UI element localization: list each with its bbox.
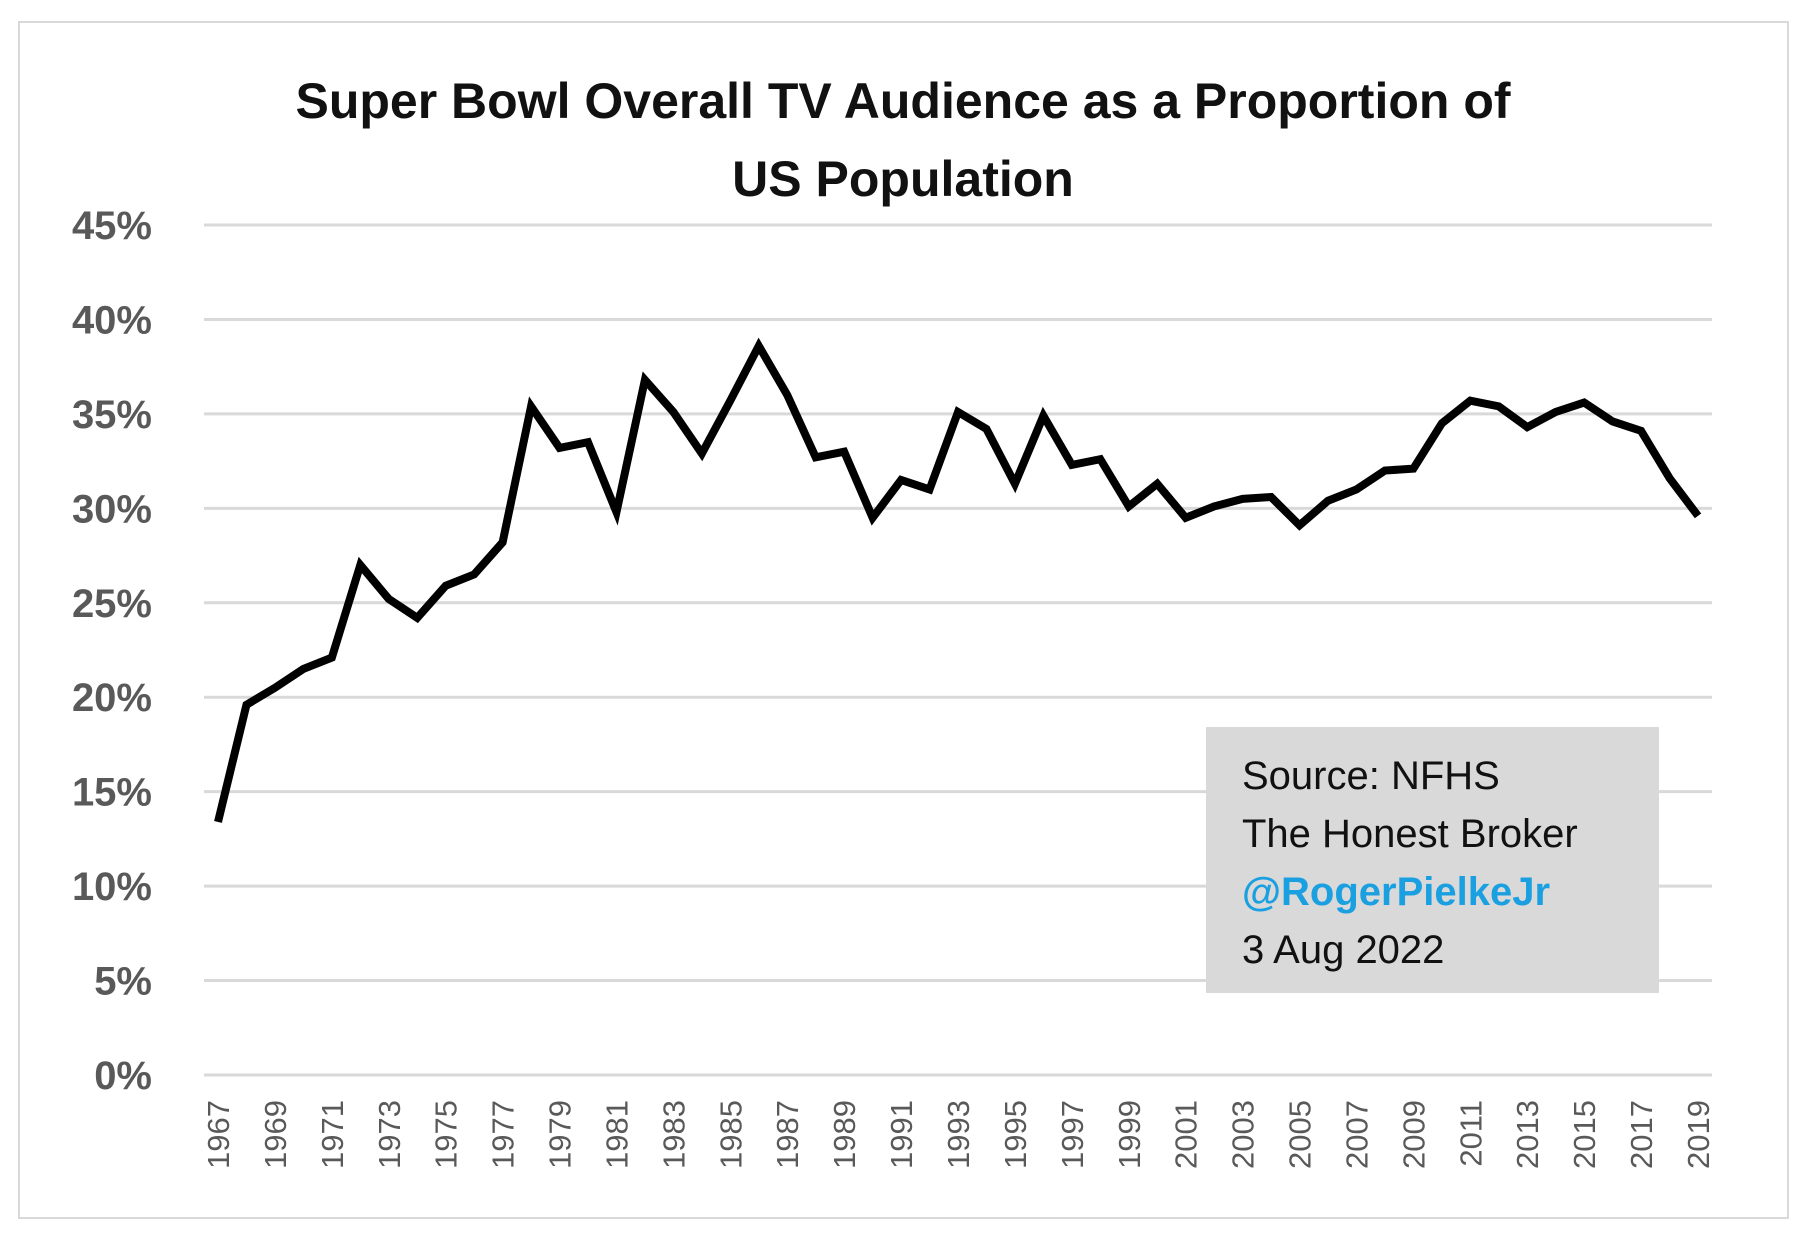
y-tick-label: 10% (72, 865, 152, 909)
chart-frame (18, 21, 1789, 1219)
y-tick-label: 40% (72, 298, 152, 342)
x-tick-label: 1985 (713, 1100, 748, 1169)
x-tick-label: 2001 (1169, 1100, 1204, 1169)
annotation-handle: @RogerPielkeJr (1242, 870, 1551, 914)
x-tick-label: 1995 (998, 1100, 1033, 1169)
x-tick-label: 1975 (429, 1100, 464, 1169)
x-tick-label: 1997 (1055, 1100, 1090, 1169)
x-tick-label: 1983 (656, 1100, 691, 1169)
y-tick-label: 20% (72, 676, 152, 720)
x-tick-label: 2017 (1624, 1100, 1659, 1169)
chart-title-line-2: US Population (732, 151, 1074, 207)
annotation-source: Source: NFHS (1242, 754, 1500, 798)
x-tick-label: 1969 (258, 1100, 293, 1169)
x-tick-label: 1979 (543, 1100, 578, 1169)
x-tick-label: 2015 (1567, 1100, 1602, 1169)
x-tick-label: 1971 (315, 1100, 350, 1169)
x-tick-label: 1999 (1112, 1100, 1147, 1169)
x-tick-label: 1991 (884, 1100, 919, 1169)
y-tick-label: 15% (72, 771, 152, 815)
y-tick-label: 35% (72, 393, 152, 437)
y-tick-label: 25% (72, 582, 152, 626)
x-tick-label: 2007 (1339, 1100, 1374, 1169)
x-tick-label: 2013 (1510, 1100, 1545, 1169)
chart-title: Super Bowl Overall TV Audience as a Prop… (0, 62, 1806, 218)
x-tick-label: 1981 (599, 1100, 634, 1169)
y-tick-label: 0% (94, 1054, 152, 1098)
x-tick-label: 1993 (941, 1100, 976, 1169)
x-tick-label: 2009 (1396, 1100, 1431, 1169)
annotation-publisher: The Honest Broker (1242, 812, 1578, 856)
x-tick-label: 1973 (372, 1100, 407, 1169)
x-tick-label: 2011 (1453, 1100, 1488, 1167)
y-tick-label: 5% (94, 960, 152, 1004)
chart-title-line-1: Super Bowl Overall TV Audience as a Prop… (295, 73, 1511, 129)
x-tick-label: 2003 (1226, 1100, 1261, 1169)
source-annotation: Source: NFHS The Honest Broker @RogerPie… (1206, 727, 1659, 993)
x-tick-label: 1987 (770, 1100, 805, 1169)
x-tick-label: 2019 (1681, 1100, 1716, 1169)
x-tick-label: 1977 (486, 1100, 521, 1169)
x-tick-label: 1989 (827, 1100, 862, 1169)
y-tick-label: 30% (72, 487, 152, 531)
annotation-date: 3 Aug 2022 (1242, 928, 1445, 972)
y-tick-label: 45% (72, 204, 152, 248)
x-tick-label: 1967 (201, 1100, 236, 1169)
x-tick-label: 2005 (1283, 1100, 1318, 1169)
